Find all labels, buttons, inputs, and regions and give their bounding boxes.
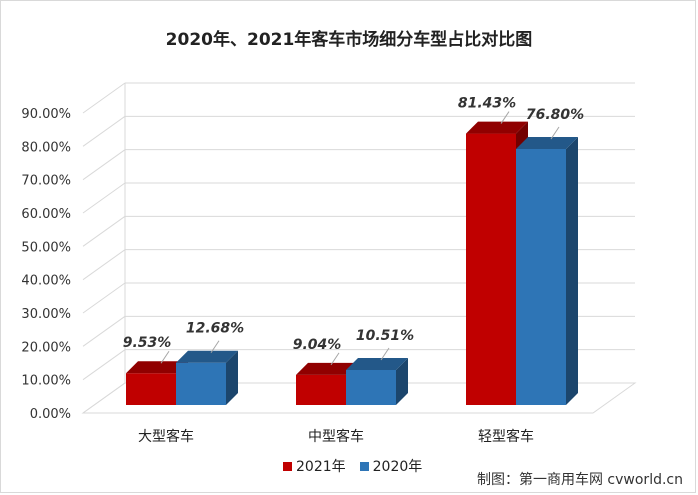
gridline-side	[82, 149, 126, 181]
bar-1-0	[176, 362, 226, 405]
legend-swatch-2020	[359, 461, 369, 471]
y-tick-label: 70.00%	[21, 174, 71, 189]
bar-0-1	[296, 374, 346, 405]
data-label-1-0: 12.68%	[186, 321, 244, 337]
bar-0-0	[126, 373, 176, 405]
data-label-0-2: 81.43%	[458, 96, 516, 112]
y-tick-label: 80.00%	[21, 140, 71, 155]
gridline-side	[82, 282, 126, 314]
gridline-side	[82, 215, 126, 247]
x-tick-label: 中型客车	[308, 428, 364, 445]
bar-top-0-0	[126, 361, 188, 374]
gridline-side	[82, 82, 126, 114]
x-tick-label: 轻型客车	[478, 428, 534, 445]
legend-item-2020: 2020年	[359, 456, 423, 476]
data-label-leader	[210, 340, 220, 354]
legend-label-2020: 2020年	[372, 459, 423, 475]
y-tick-label: 90.00%	[21, 107, 71, 122]
chart-title: 2020年、2021年客车市场细分车型占比对比图	[165, 30, 533, 50]
data-label-leader	[500, 111, 510, 124]
credit-text: 制图：第一商用车网 cvworld.cn	[476, 472, 683, 488]
data-label-leader	[160, 350, 170, 364]
bar-top-1-2	[516, 137, 578, 149]
bar-1-1	[346, 369, 396, 405]
data-label-1-2: 76.80%	[526, 107, 584, 123]
bar-top-1-0	[176, 350, 238, 363]
gridline-side	[82, 249, 126, 281]
gridline-side	[82, 315, 126, 347]
chart-floor	[81, 382, 637, 414]
gridline-side	[82, 182, 126, 214]
y-tick-label: 20.00%	[21, 340, 71, 355]
bar-side-1-2	[566, 137, 578, 405]
data-label-0-0: 9.53%	[123, 335, 172, 351]
data-label-0-1: 9.04%	[293, 337, 342, 353]
y-tick-label: 10.00%	[21, 374, 71, 389]
y-tick-label: 30.00%	[21, 307, 71, 322]
bar-top-0-1	[296, 362, 358, 375]
bar-0-2	[466, 133, 516, 406]
y-tick-label: 60.00%	[21, 207, 71, 222]
data-label-leader	[550, 126, 560, 140]
data-label-leader	[380, 347, 390, 361]
legend-label-2021: 2021年	[296, 459, 346, 475]
bar-top-0-2	[466, 121, 528, 134]
bar-1-2	[516, 149, 566, 405]
gridline-side	[82, 349, 126, 381]
x-tick-label: 大型客车	[138, 428, 194, 445]
data-label-leader	[330, 352, 340, 366]
legend-swatch-2021	[283, 461, 292, 471]
y-tick-label: 0.00%	[30, 407, 71, 422]
gridline-side	[82, 115, 126, 147]
bar-side-1-0	[226, 350, 238, 405]
bar-side-1-1	[396, 357, 408, 405]
data-label-1-1: 10.51%	[356, 328, 414, 344]
legend-item-2021: 2021年	[283, 456, 346, 476]
y-tick-label: 40.00%	[21, 274, 71, 289]
legend: 2021年 2020年	[283, 456, 422, 476]
bar-top-1-1	[346, 357, 408, 370]
y-tick-label: 50.00%	[21, 240, 71, 255]
